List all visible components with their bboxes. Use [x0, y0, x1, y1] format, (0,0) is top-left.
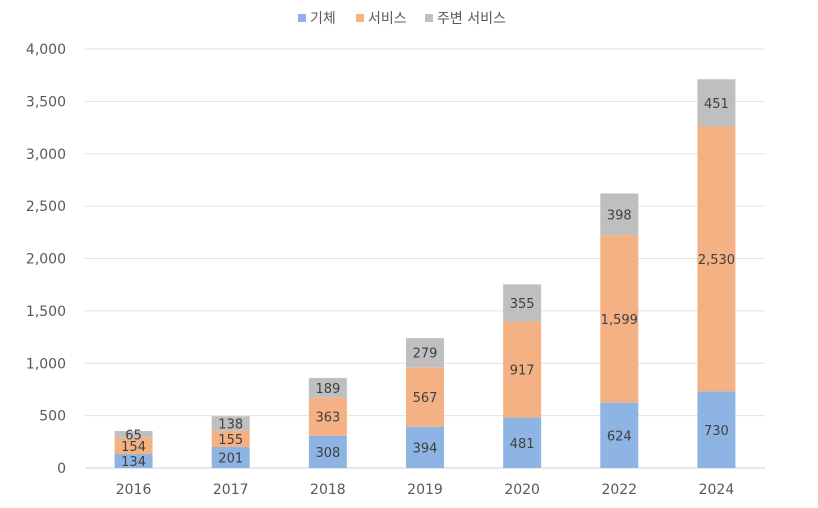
bar-segment [503, 417, 542, 468]
y-tick-label: 2,500 [26, 199, 66, 215]
data-label: 624 [607, 429, 632, 444]
data-label: 189 [315, 382, 340, 397]
bar-segment [308, 435, 347, 468]
data-label: 730 [704, 424, 729, 439]
legend-swatch [298, 14, 306, 22]
bar-segment [406, 338, 444, 368]
bar-segment [114, 431, 153, 438]
bar-segment [114, 437, 153, 454]
bar-segment [406, 367, 444, 427]
bar-segment [114, 453, 153, 468]
data-label: 394 [413, 441, 438, 456]
data-label: 567 [413, 391, 438, 406]
y-tick-label: 2,000 [26, 252, 66, 268]
bar-segment [308, 377, 347, 398]
data-label: 134 [121, 455, 146, 470]
x-tick-label: 2018 [310, 482, 346, 498]
bar-segment [211, 430, 250, 447]
y-tick-label: 1,000 [26, 356, 66, 372]
x-tick-label: 2022 [601, 482, 637, 498]
legend-label: 기체 [310, 11, 336, 27]
legend-label: 서비스 [368, 11, 407, 27]
data-label: 917 [510, 364, 535, 379]
legend-swatch [356, 14, 364, 22]
data-label: 363 [315, 411, 340, 426]
x-tick-label: 2017 [213, 482, 249, 498]
data-label: 65 [125, 428, 142, 443]
x-axis: 2016 2017 2018 2019 2020 2022 2024 [116, 482, 735, 498]
x-tick-label: 2019 [407, 482, 443, 498]
bar-segment [503, 284, 542, 322]
data-label: 154 [121, 440, 146, 455]
y-tick-label: 0 [57, 461, 66, 477]
legend-swatch [425, 14, 433, 22]
bar-segment [697, 126, 736, 392]
bar-segment [503, 321, 542, 418]
data-label: 451 [704, 97, 729, 112]
y-tick-label: 1,500 [26, 304, 66, 320]
bar-segment [211, 446, 250, 468]
bar-segment [600, 235, 639, 403]
data-label: 308 [315, 446, 340, 461]
data-label: 201 [218, 451, 243, 466]
data-label: 138 [218, 417, 243, 432]
y-tick-label: 3,000 [26, 147, 66, 163]
bar-segment [406, 426, 444, 468]
data-label: 481 [510, 437, 535, 452]
gridlines [85, 48, 765, 469]
data-label: 279 [413, 347, 438, 362]
data-label: 2,530 [698, 253, 735, 268]
data-label: 355 [510, 297, 535, 312]
y-tick-label: 500 [39, 409, 66, 425]
bar-segment [697, 79, 736, 127]
data-label: 1,599 [601, 313, 638, 328]
bar-segment [600, 193, 639, 236]
bar-segment [211, 416, 250, 431]
legend-label: 주변 서비스 [437, 11, 506, 27]
bar-segment [308, 397, 347, 436]
x-tick-label: 2020 [504, 482, 540, 498]
x-tick-label: 2024 [699, 482, 735, 498]
data-label: 398 [607, 208, 632, 223]
bar-segment [697, 391, 736, 468]
bars [114, 79, 736, 468]
y-axis: 0 500 1,000 1,500 2,000 2,500 3,000 3,500 4,000 [26, 42, 66, 477]
data-label: 155 [218, 433, 243, 448]
bar-segment [600, 402, 639, 468]
legend: 기체 서비스 주변 서비스 [298, 11, 506, 27]
y-tick-label: 4,000 [26, 42, 66, 58]
x-tick-label: 2016 [116, 482, 152, 498]
y-tick-label: 3,500 [26, 94, 66, 110]
